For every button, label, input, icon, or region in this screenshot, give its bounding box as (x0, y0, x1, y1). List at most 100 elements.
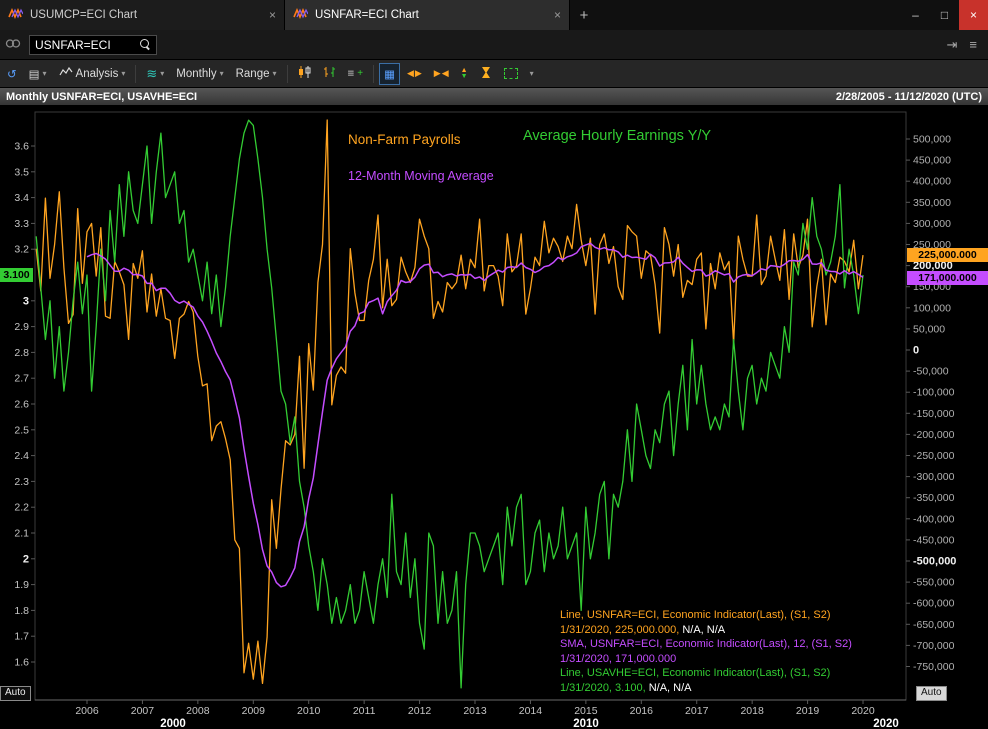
plus-icon: + (357, 68, 363, 79)
info-line-nfp-series: Line, USNFAR=ECI, Economic Indicator(Las… (560, 608, 852, 623)
symbol-search-input[interactable]: USNFAR=ECI (29, 35, 157, 55)
zoom-selection-button[interactable] (499, 63, 523, 85)
candlestick-icon (298, 65, 311, 82)
more-tools-button[interactable]: ▾ (525, 63, 539, 85)
right-axis-label: -450,000 (913, 534, 955, 546)
pan-left-right-button[interactable]: ◀ ▶ (402, 63, 427, 85)
line-chart-icon (59, 67, 73, 80)
chart-area: 500,000450,000400,000350,000300,000250,0… (0, 105, 988, 729)
quote-bar: USNFAR=ECI ⇥ ≡ (0, 30, 988, 60)
chevron-down-icon: ▾ (220, 69, 224, 78)
interval-dropdown[interactable]: Monthly ▾ (171, 63, 228, 85)
dock-panel-icon[interactable]: ⇥ (947, 37, 958, 53)
close-button[interactable]: × (959, 0, 988, 30)
expand-scale-button[interactable]: ▲ ▼ (456, 63, 473, 85)
right-axis-label: 300,000 (913, 218, 951, 230)
minimize-button[interactable]: – (901, 0, 930, 30)
x-axis-year-label: 2012 (408, 705, 432, 717)
legend-nonfarm-payrolls: Non-Farm Payrolls (348, 132, 461, 147)
chart-title: Monthly USNFAR=ECI, USAVHE=ECI (6, 91, 197, 103)
toolbar-separator (373, 65, 374, 83)
analysis-menu-button[interactable]: Analysis ▾ (54, 63, 131, 85)
x-axis-year-label: 2013 (463, 705, 487, 717)
tab-label: USUMCP=ECI Chart (30, 9, 137, 21)
arrow-down-icon: ▼ (461, 74, 468, 80)
tab-close-icon[interactable]: × (269, 8, 276, 22)
right-axis-label: -250,000 (913, 450, 955, 462)
refresh-icon: ↺ (7, 67, 17, 81)
chevron-down-icon: ▾ (272, 69, 276, 78)
auto-scale-left-button[interactable]: Auto (0, 686, 31, 701)
left-axis-label: 3.4 (14, 192, 29, 204)
left-axis-label: 1.6 (14, 657, 29, 669)
waves-icon: ≋ (146, 66, 157, 82)
tab-label: USNFAR=ECI Chart (315, 9, 419, 21)
new-tab-button[interactable]: + (570, 0, 598, 30)
toolbar-separator (287, 65, 288, 83)
arrow-left-icon: ◀ (442, 68, 449, 79)
right-axis-label: -700,000 (913, 640, 955, 652)
grid-layout-button[interactable]: ▦ (379, 63, 400, 85)
bar-style-button[interactable] (318, 63, 341, 85)
chart-header: Monthly USNFAR=ECI, USAVHE=ECI 2/28/2005… (0, 88, 988, 105)
left-axis-label: 2 (23, 553, 29, 565)
left-axis-label: 1.7 (14, 631, 29, 643)
left-axis-label: 1.9 (14, 579, 29, 591)
left-axis-label: 3 (23, 295, 29, 307)
info-line-ahe-series: Line, USAVHE=ECI, Economic Indicator(Las… (560, 666, 852, 681)
toolbar-separator (135, 65, 136, 83)
hourglass-icon (480, 66, 492, 82)
maximize-button[interactable]: □ (930, 0, 959, 30)
left-axis-label: 2.6 (14, 399, 29, 411)
x-axis-year-label: 2015 (574, 705, 598, 717)
app-logo-icon (293, 8, 308, 22)
selection-box-icon (504, 68, 518, 79)
candlestick-style-button[interactable] (293, 63, 316, 85)
right-axis-label: 500,000 (913, 134, 951, 146)
chart-toolbar: ↺ ▤ ▾ Analysis ▾ ≋ ▾ Monthly ▾ Range ▾ (0, 60, 988, 88)
ohlc-bars-icon (323, 65, 336, 82)
x-axis-year-label: 2014 (519, 705, 543, 717)
right-axis-label: 450,000 (913, 155, 951, 167)
menu-icon[interactable]: ≡ (969, 37, 977, 53)
left-axis-label: 2.7 (14, 373, 29, 385)
left-axis-label: 2.3 (14, 476, 29, 488)
interval-label: Monthly (176, 68, 216, 80)
left-axis-label: 2.5 (14, 424, 29, 436)
series-info-block: Line, USNFAR=ECI, Economic Indicator(Las… (560, 608, 852, 696)
x-axis-year-label: 2017 (685, 705, 709, 717)
chevron-down-icon: ▾ (43, 69, 47, 78)
layers-menu-button[interactable]: ▤ ▾ (24, 63, 52, 85)
right-axis-label: 50,000 (913, 323, 945, 335)
info-line-sma-series: SMA, USNFAR=ECI, Economic Indicator(Last… (560, 637, 852, 652)
window-controls: – □ × (901, 0, 988, 30)
left-axis-label: 3.2 (14, 244, 29, 256)
left-axis-label: 3.6 (14, 141, 29, 153)
app-window: USUMCP=ECI Chart × USNFAR=ECI Chart × + … (0, 0, 988, 729)
add-study-button[interactable]: ≡+ (343, 63, 369, 85)
analysis-label: Analysis (76, 68, 119, 80)
tab-close-icon[interactable]: × (554, 8, 561, 22)
link-channel-icon[interactable] (5, 36, 21, 54)
left-axis-label: 3.5 (14, 166, 29, 178)
range-dropdown[interactable]: Range ▾ (231, 63, 282, 85)
tab-usumcp-chart[interactable]: USUMCP=ECI Chart × (0, 0, 285, 30)
right-axis-label: -300,000 (913, 471, 955, 483)
info-line-sma-value: 1/31/2020, 171,000.000 (560, 652, 852, 667)
time-window-button[interactable] (475, 63, 497, 85)
left-axis-label: 2.9 (14, 321, 29, 333)
wave-overlay-button[interactable]: ≋ ▾ (141, 63, 169, 85)
snap-to-last-button[interactable]: ▶ ◀ (429, 63, 454, 85)
info-line-nfp-value: 1/31/2020, 225,000.000, N/A, N/A (560, 623, 852, 638)
right-axis-label: -200,000 (913, 429, 955, 441)
x-axis-year-label: 2009 (242, 705, 266, 717)
left-axis-label: 3.3 (14, 218, 29, 230)
tab-usnfar-chart[interactable]: USNFAR=ECI Chart × (285, 0, 570, 30)
search-icon[interactable] (140, 39, 151, 50)
auto-scale-right-button[interactable]: Auto (916, 686, 947, 701)
right-axis-label: 0 (913, 345, 919, 357)
refresh-button[interactable]: ↺ (2, 63, 22, 85)
left-axis-label: 2.4 (14, 450, 29, 462)
left-axis-label: 2.8 (14, 347, 29, 359)
right-axis-label: -600,000 (913, 598, 955, 610)
